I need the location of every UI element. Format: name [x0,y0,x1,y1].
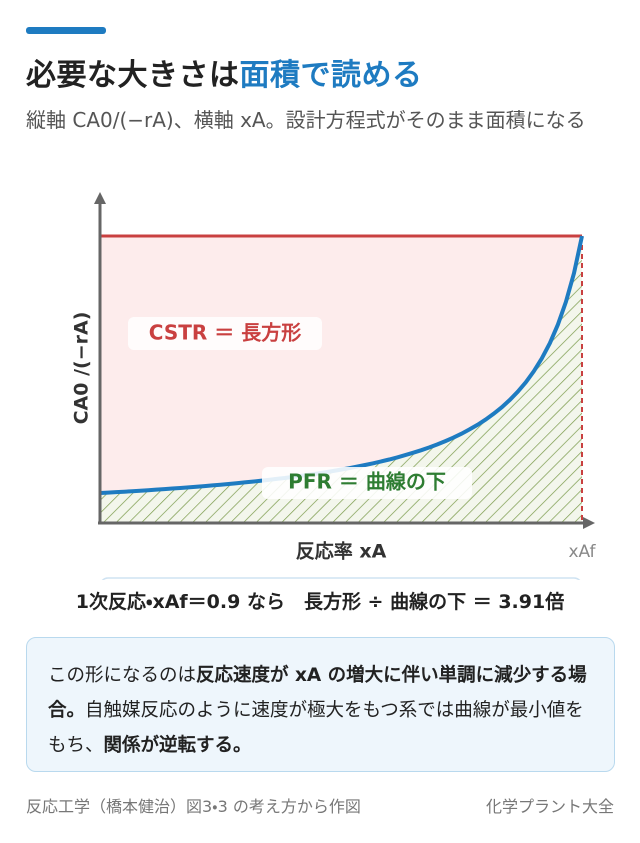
title-accent: 面積で読める [239,58,423,93]
title: 必要な大きさは面積で読める [26,50,423,94]
x-end-label: xAf [568,542,596,562]
x-arrow [583,517,595,529]
note-bold: 反応速度が xA の増大に伴い単調に減少する場合。 [48,665,587,721]
cstr-label-bg [128,317,322,350]
pfr-label-bg [262,467,472,499]
accent-bar [26,27,106,34]
result-frame [101,577,581,580]
title-text: 必要な大きさは [26,58,240,93]
pfr-area [100,236,582,523]
source: 反応工学（橋本健治）図3・3 の考え方から作図 [26,797,361,816]
note: この形になるのは反応速度が xA の増大に伴い単調に減少する場合。自触媒反応のよ… [26,637,615,772]
subtitle: 縦軸 CA0/(−rA)、横軸 xA。設計方程式がそのまま面積になる [26,108,586,132]
diagram: CA0 /(−rA) CSTR ＝ 長方形 PFR ＝ 曲線の下 反応率 xA … [71,192,597,580]
note-text: 自触媒反応のように速度が極大をもつ系では曲線が最小値をもち、 [48,700,584,756]
note-text: この形になるのは [48,665,197,686]
result: 1次反応・xAf＝0.9 なら 長方形 ÷ 曲線の下 ＝ 3.91倍 [75,591,565,613]
y-label: CA0 /(−rA) [71,312,93,425]
cstr-label: CSTR ＝ 長方形 [149,321,301,345]
x-label: 反応率 xA [296,540,387,563]
brand: 化学プラント大全 [485,797,614,816]
y-arrow [94,192,106,204]
note-bold: 関係が逆転する。 [103,735,252,756]
pfr-label: PFR ＝ 曲線の下 [288,470,446,494]
